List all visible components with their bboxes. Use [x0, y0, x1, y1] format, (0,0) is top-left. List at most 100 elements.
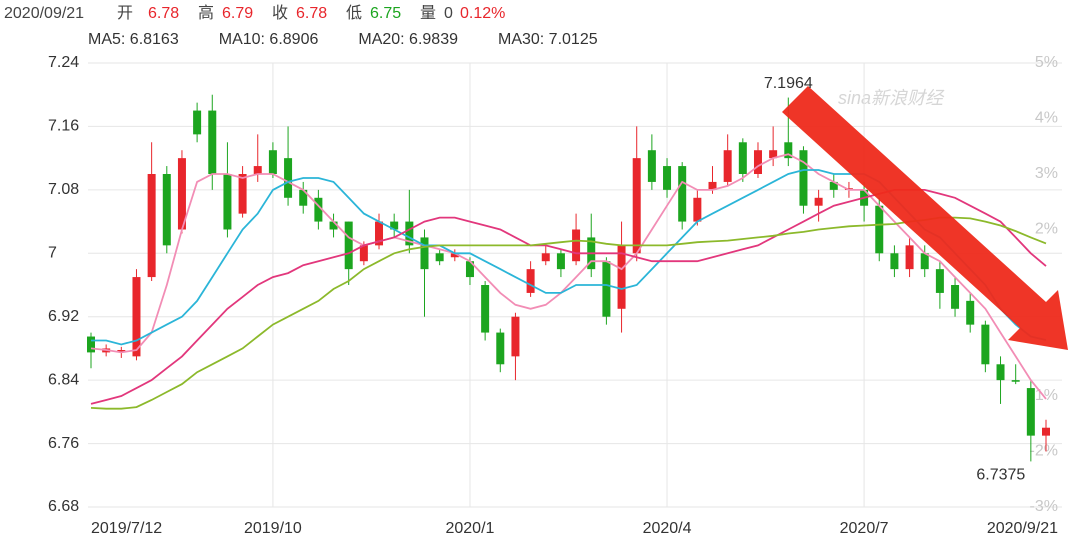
- y-tick-label: 7.24: [48, 54, 79, 71]
- candle-body: [496, 332, 505, 365]
- y-tick-label: 6.76: [48, 435, 79, 452]
- x-tick-label: 2019/10: [244, 520, 302, 537]
- y-tick-label: 7: [48, 245, 57, 262]
- candle-body: [375, 221, 384, 246]
- header-label: 高: [198, 4, 214, 22]
- candle-body: [708, 181, 717, 190]
- candle-body: [632, 158, 641, 254]
- candle-body: [268, 150, 277, 174]
- candle-body: [799, 150, 808, 206]
- legend-entry: MA20: 6.9839: [358, 31, 458, 48]
- candle-body: [663, 166, 672, 190]
- legend-entry: MA5: 6.8163: [88, 31, 179, 48]
- candle-body: [981, 324, 990, 365]
- header: 2020/09/21 开 6.78 高 6.79 收 6.78 低 6.75 量…: [4, 4, 505, 22]
- candle-body: [556, 253, 565, 270]
- header-date: 2020/09/21: [4, 5, 84, 22]
- candle-body: [753, 150, 762, 174]
- candle-body: [162, 174, 171, 246]
- candle-body: [541, 253, 550, 262]
- header-value: 6.75: [370, 5, 401, 22]
- x-tick-label: 2019/7/12: [91, 520, 162, 537]
- candle-body: [920, 253, 929, 270]
- x-tick-label: 2020/9/21: [987, 520, 1058, 537]
- candle-body: [1011, 380, 1020, 382]
- y2-tick-label: 4%: [1035, 110, 1058, 127]
- candle-body: [647, 150, 656, 182]
- candle-body: [329, 221, 338, 230]
- candle-body: [738, 142, 747, 174]
- candle-body: [1042, 427, 1050, 436]
- candle-body: [253, 166, 262, 174]
- candle-body: [177, 158, 186, 230]
- candle-body: [299, 189, 308, 206]
- candle-body: [814, 197, 823, 206]
- candle-body: [314, 197, 323, 222]
- candle-body: [147, 174, 156, 278]
- y-tick-label: 6.84: [48, 371, 79, 388]
- header-value: 0.12%: [460, 5, 505, 22]
- header-label: 开: [117, 5, 133, 22]
- candle-body: [359, 245, 368, 262]
- ma-line: [90, 153, 1047, 400]
- candle-body: [344, 221, 353, 270]
- candle-body: [996, 364, 1005, 381]
- candle-body: [208, 110, 217, 174]
- legend-entry: MA30: 7.0125: [498, 31, 598, 48]
- header-value: 6.78: [148, 5, 179, 22]
- header-value: 6.78: [296, 5, 327, 22]
- candle-body: [905, 245, 914, 270]
- y-tick-label: 6.92: [48, 308, 79, 325]
- x-tick-label: 2020/1: [445, 520, 494, 537]
- candle-body: [435, 253, 444, 262]
- candle-body: [238, 174, 247, 214]
- candle-body: [875, 205, 884, 254]
- candle-body: [769, 150, 778, 159]
- header-label: 收: [272, 4, 288, 22]
- candle-body: [935, 269, 944, 293]
- candle-body: [966, 300, 975, 325]
- watermark: sina新浪财经: [838, 88, 945, 108]
- candle-body: [678, 166, 687, 222]
- candle-body: [1026, 388, 1035, 436]
- candle-body: [284, 158, 293, 198]
- header-label: 低: [346, 4, 362, 22]
- y-tick-label: 7.16: [48, 118, 79, 135]
- y2-tick-label: 2%: [1035, 221, 1058, 238]
- candle-body: [481, 285, 490, 333]
- candle-body: [890, 253, 899, 270]
- y2-tick-label: -3%: [1030, 498, 1058, 515]
- candle-body: [951, 285, 960, 309]
- annotation: 6.7375: [976, 467, 1025, 484]
- ma-line: [90, 216, 1047, 410]
- candle-body: [723, 150, 732, 182]
- candle-body: [602, 261, 611, 317]
- candle-body: [617, 245, 626, 309]
- y-tick-label: 6.68: [48, 498, 79, 515]
- candle-body: [465, 261, 474, 278]
- y2-tick-label: -2%: [1030, 443, 1058, 460]
- candle-body: [511, 316, 520, 357]
- candle-body: [87, 336, 95, 353]
- annotation: 7.1964: [764, 75, 813, 92]
- legend-entry: MA10: 6.8906: [219, 31, 319, 48]
- y2-tick-label: 3%: [1035, 165, 1058, 182]
- y-tick-label: 7.08: [48, 181, 79, 198]
- candle-body: [405, 221, 414, 246]
- x-tick-label: 2020/4: [643, 520, 692, 537]
- candle-body: [223, 174, 232, 230]
- header-value: 6.79: [222, 5, 253, 22]
- candle-body: [829, 181, 838, 190]
- candle-body: [572, 229, 581, 262]
- candle-body: [420, 237, 429, 270]
- candle-body: [193, 110, 202, 135]
- x-tick-label: 2020/7: [840, 520, 889, 537]
- candle-body: [390, 221, 399, 230]
- header-value: 0: [444, 5, 453, 22]
- candle-body: [784, 142, 793, 159]
- trend-arrow: [782, 86, 1068, 350]
- candle-body: [693, 197, 702, 222]
- candle-body: [132, 277, 141, 357]
